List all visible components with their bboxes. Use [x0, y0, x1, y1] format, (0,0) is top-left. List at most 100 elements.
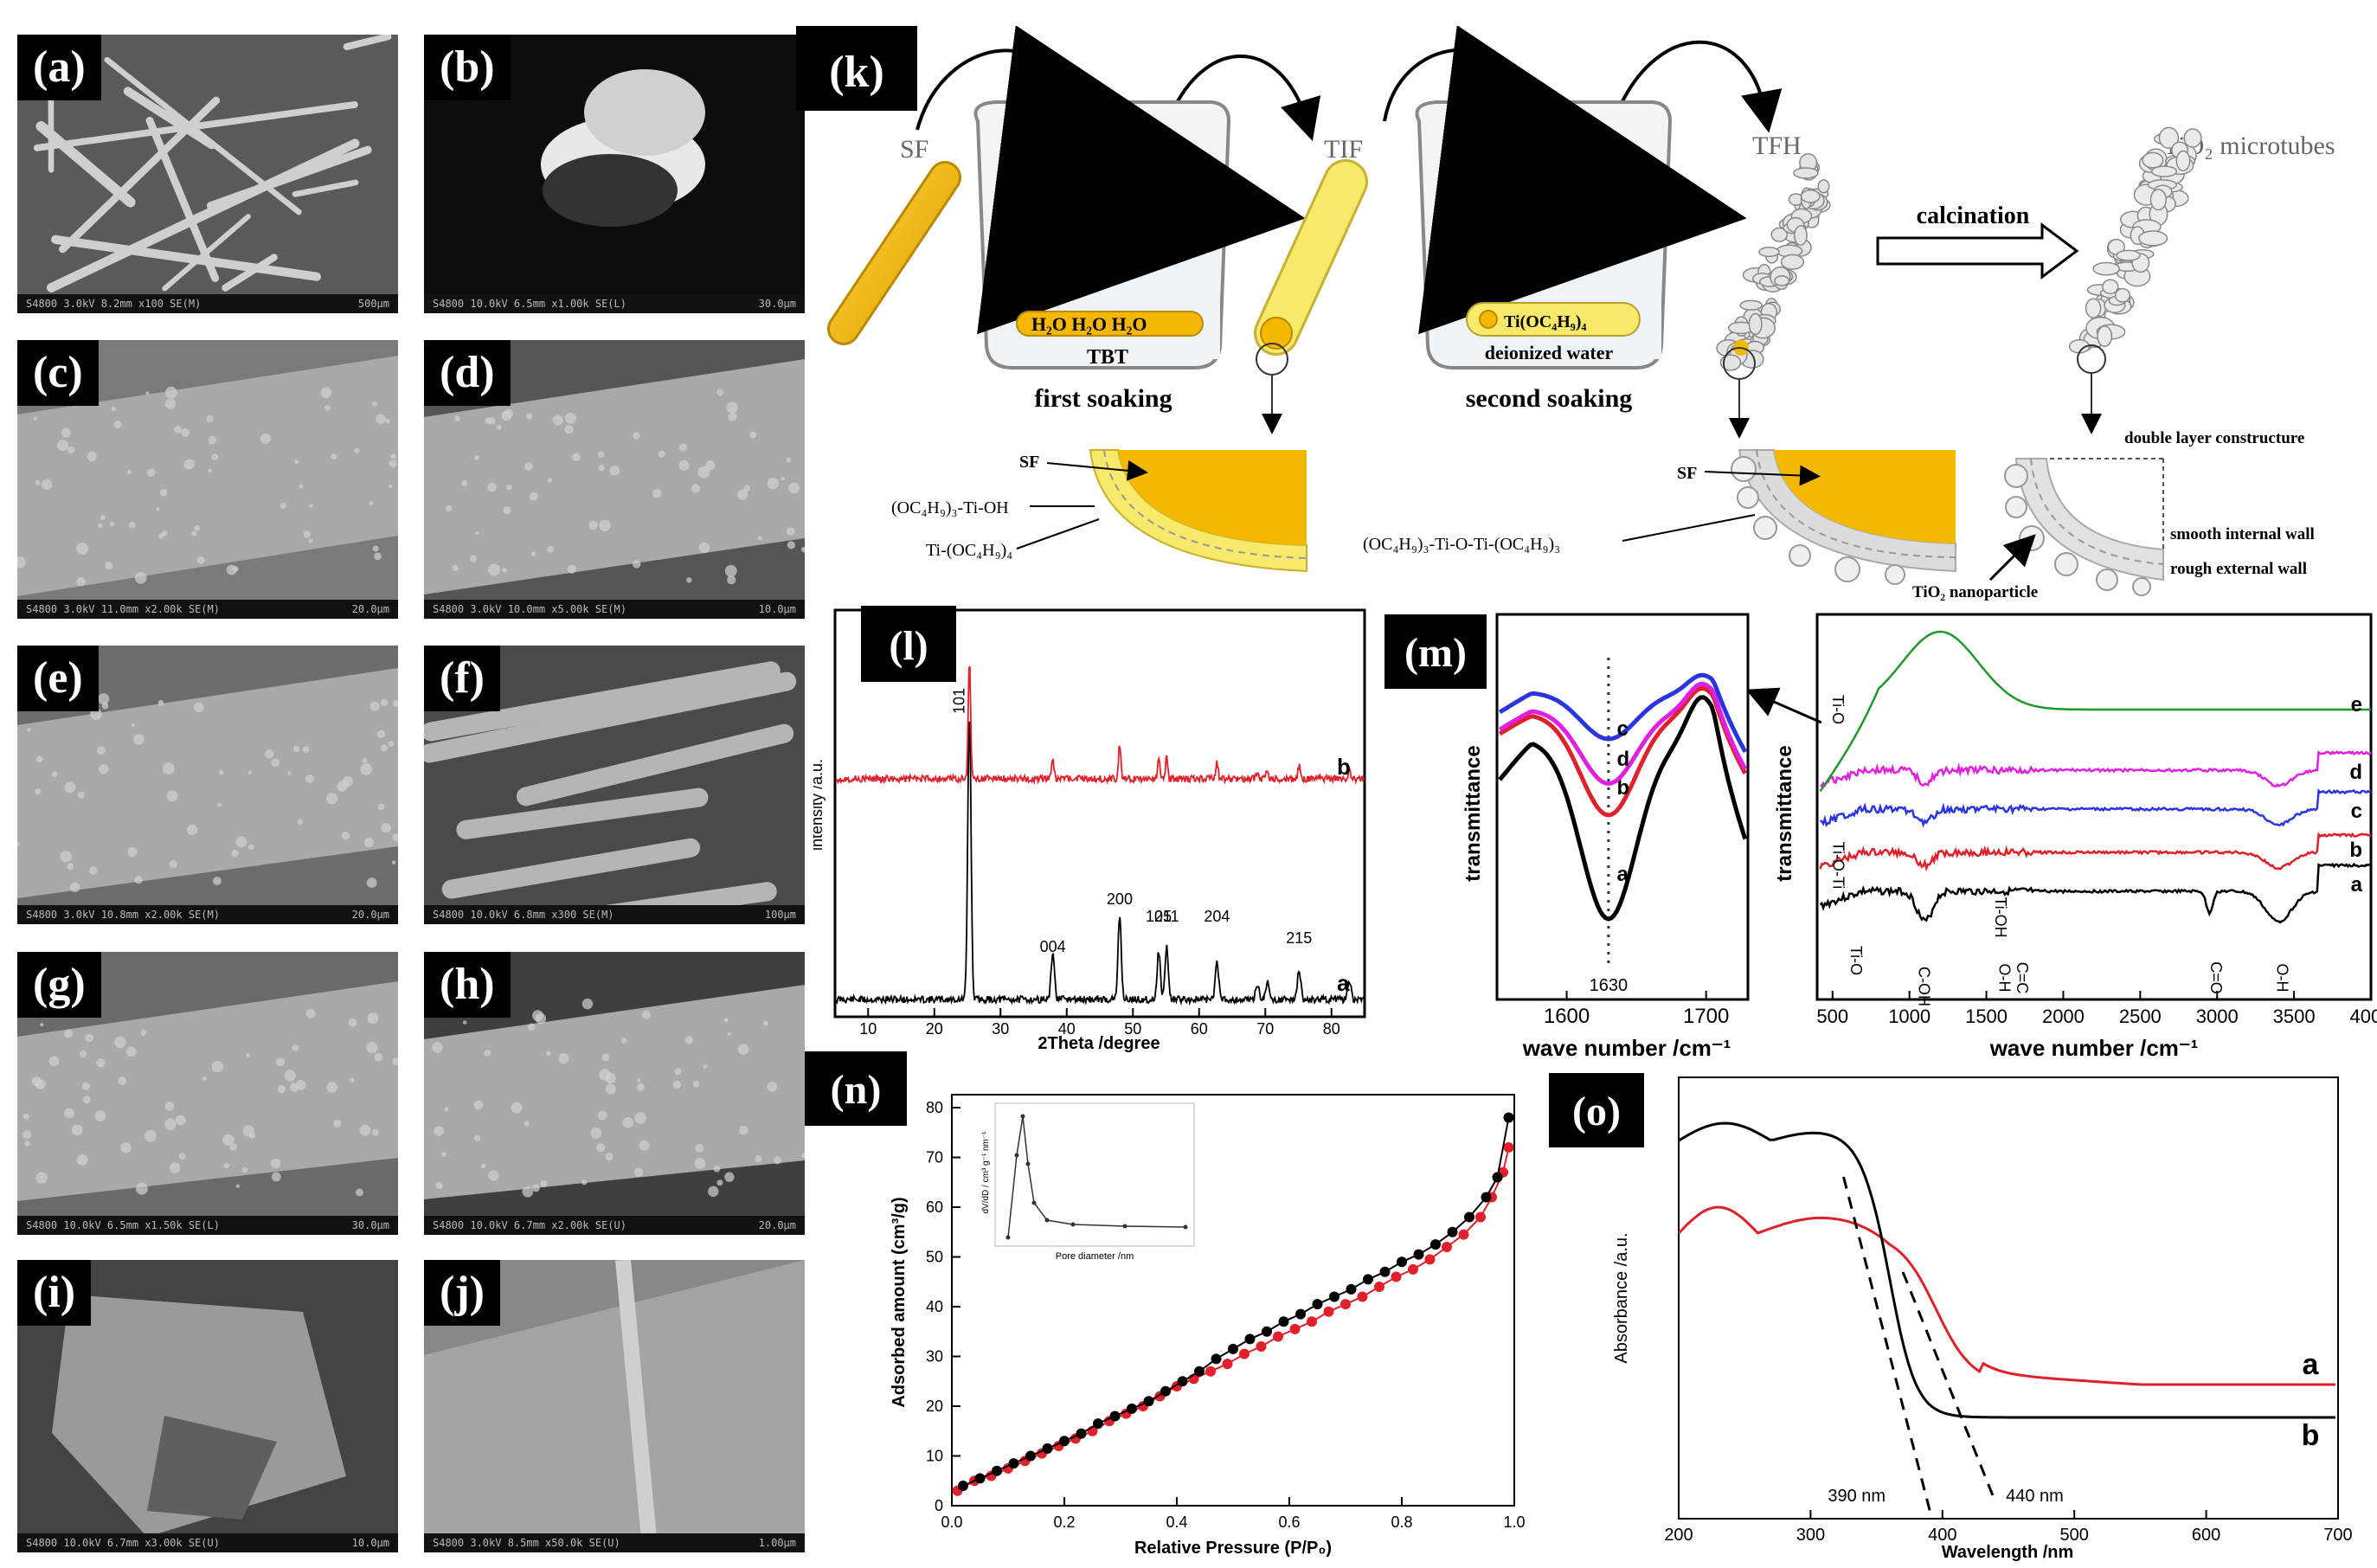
sem-micrograph [17, 1260, 398, 1552]
ftir-zoom-series-c-line [1498, 672, 1748, 754]
bet-desorption-point [1076, 1428, 1087, 1439]
bet-desorption-point [1312, 1299, 1323, 1310]
tfh-fiber [1716, 152, 1831, 371]
xrd-series-b-line [836, 665, 1365, 785]
xrd-xtick-label: 40 [1058, 1020, 1076, 1038]
cross-section-2: SF (OC₄H₉)₃-Ti-O-Ti-(OC₄H₉)₃ [1363, 449, 1956, 585]
cross-section-1: SF (OC₄H₉)₃-Ti-OH Ti-(OC₄H₉)₄ [891, 449, 1307, 573]
second-soaking-label: second soaking [1466, 384, 1633, 413]
synthesis-schematic: (k) SF Ti(OC₄H₉)₄ C₄H₉OH H₂O H₂O H₂O TBT… [796, 26, 2335, 601]
bet-adsorption-point [1273, 1331, 1283, 1342]
microtubes-fiber [2068, 126, 2202, 354]
uvvis-series-b-label: b [2302, 1419, 2320, 1452]
ftir-full-annotation: C-OH [1915, 967, 1932, 1006]
sem-panel-label: (b) [424, 35, 511, 100]
cs3-rough-label: rough external wall [2170, 560, 2307, 578]
bet-inset-point [1122, 1224, 1127, 1229]
bet-ylabel: Adsorbed amount (cm³/g) [890, 1197, 909, 1407]
sem-panel-label: (i) [17, 1260, 92, 1326]
beaker-2-reagent: H₂O [1449, 212, 1485, 234]
bet-desorption-point [1447, 1226, 1458, 1237]
ftir-zoom-series-d-line [1498, 681, 1748, 787]
uvvis-xtick-label: 500 [2060, 1526, 2089, 1545]
bet-desorption-point [1413, 1249, 1424, 1260]
ftir-zoom-series-label: b [1617, 776, 1630, 800]
panel-label-m-box [1384, 614, 1487, 689]
sem-info-text: S4800 3.0kV 10.8mm x2.00k SE(M) [26, 909, 220, 921]
sem-panel-label: (a) [17, 35, 101, 100]
ftir-full-annotation: O-H [2274, 964, 2291, 993]
ftir-full-annotation: C=O [2207, 961, 2225, 994]
bet-adsorption-point [1503, 1142, 1514, 1153]
zoom-arrow [1748, 687, 1822, 724]
bet-xlabel: Relative Pressure (P/P₀) [1134, 1539, 1332, 1558]
bet-xtick-label: 0.0 [941, 1513, 962, 1531]
bet-desorption-point [992, 1465, 1002, 1476]
bet-desorption-point [1244, 1333, 1256, 1345]
bet-desorption-point [1059, 1436, 1070, 1447]
bet-xtick-label: 0.4 [1166, 1513, 1187, 1531]
ftir-full-series-b-line [1819, 832, 2372, 872]
bet-inset-point [1020, 1114, 1025, 1119]
bet-desorption-point [1194, 1366, 1205, 1377]
sem-info-bar: S4800 3.0kV 8.2mm x100 SE(M) 500μm [17, 294, 398, 313]
bet-adsorption-point [1442, 1242, 1452, 1252]
sem-panel-c: (c) S4800 3.0kV 11.0mm x2.00k SE(M) 20.0μm [17, 340, 398, 619]
bet-desorption-point [1025, 1450, 1036, 1462]
uvvis-ylabel: Absorbance /a.u. [1612, 1232, 1631, 1363]
beaker-2-core: Ti(OC₄H₉)₄ [1504, 312, 1586, 331]
sem-scale-text: 20.0μm [351, 909, 389, 921]
xrd-series-a-line [835, 721, 1365, 1006]
uvvis-xtick-label: 200 [1664, 1526, 1693, 1545]
cs3-smooth-label: smooth internal wall [2170, 525, 2315, 543]
uvvis-edge-390-label: 390 nm [1828, 1487, 1886, 1506]
sem-panel-label: (f) [424, 646, 500, 711]
ftir-full-series-label: c [2351, 800, 2362, 823]
sem-panel-b: (b) S4800 10.0kV 6.5mm x1.00k SE(L) 30.0μm [424, 35, 805, 313]
sf-fiber [827, 161, 961, 345]
beaker-1-solution: TBT [1087, 346, 1128, 369]
panel-label-n-box [805, 1051, 907, 1126]
sem-panel-label: (g) [17, 952, 101, 1018]
bet-inset-point [1025, 1161, 1031, 1166]
panel-label-l-box [861, 606, 956, 682]
sem-info-bar: S4800 10.0kV 6.7mm x3.00k SE(U) 10.0μm [17, 1533, 398, 1552]
ftir-full-ylabel: transmittance [1773, 745, 1796, 881]
ftir-full-series-label: e [2351, 693, 2362, 717]
ftir-full-series-a-line [1819, 862, 2372, 924]
sem-info-bar: S4800 3.0kV 10.0mm x5.00k SE(M) 10.0μm [424, 600, 805, 619]
cs3-nanoparticle-label: TiO₂ nanoparticle [1912, 583, 2038, 601]
xrd-peak-label: 215 [1286, 929, 1312, 947]
calcination-label: calcination [1917, 202, 2030, 229]
beaker-1-reagent: Ti(OC₄H₉)₄ [993, 212, 1084, 234]
beaker-2: H₂O C₄H₉OH Ti(OC₄H₉)₄ deionized water [1415, 26, 1747, 370]
ftir-full-series-c-line [1819, 787, 2372, 828]
sem-panel-f: (f) S4800 10.0kV 6.8mm x300 SE(M) 100μm [424, 646, 805, 924]
beaker-1: Ti(OC₄H₉)₄ C₄H₉OH H₂O H₂O H₂O TBT [973, 26, 1306, 370]
cs2-bridge-label: (OC₄H₉)₃-Ti-O-Ti-(OC₄H₉)₃ [1363, 535, 1560, 554]
bet-xtick-label: 0.8 [1391, 1513, 1412, 1531]
xrd-xtick-label: 20 [926, 1020, 943, 1038]
bet-ytick-label: 70 [926, 1149, 943, 1166]
ftir-full-annotation: O-H [1996, 964, 2014, 993]
uvvis-xtick-label: 700 [2323, 1526, 2352, 1545]
bet-adsorption-point [1289, 1323, 1301, 1334]
ftir-full-xtick-label: 2500 [2119, 1006, 2162, 1027]
bet-desorption-point [1503, 1112, 1514, 1123]
ftir-zoom-series-label: d [1617, 748, 1630, 771]
ftir-full-annotation: Ti-O-Ti [1830, 842, 1847, 890]
xrd-xtick-label: 50 [1124, 1020, 1141, 1038]
bet-inset-point [1044, 1218, 1050, 1223]
sem-info-bar: S4800 10.0kV 6.5mm x1.50k SE(L) 30.0μm [17, 1216, 398, 1235]
bet-desorption-point [1109, 1411, 1121, 1422]
bet-desorption-point [1397, 1256, 1407, 1268]
sem-scale-text: 100μm [764, 909, 796, 921]
sem-info-text: S4800 3.0kV 11.0mm x2.00k SE(M) [26, 603, 220, 615]
uvvis-xlabel: Wavelength /nm [1942, 1543, 2074, 1562]
bet-adsorption-point [1205, 1366, 1216, 1377]
bet-adsorption-point [1458, 1229, 1469, 1240]
sem-info-text: S4800 10.0kV 6.7mm x2.00k SE(U) [433, 1219, 626, 1231]
bet-desorption-point [1363, 1274, 1373, 1285]
ftir-zoom-xtick-label: 1700 [1683, 1005, 1729, 1028]
